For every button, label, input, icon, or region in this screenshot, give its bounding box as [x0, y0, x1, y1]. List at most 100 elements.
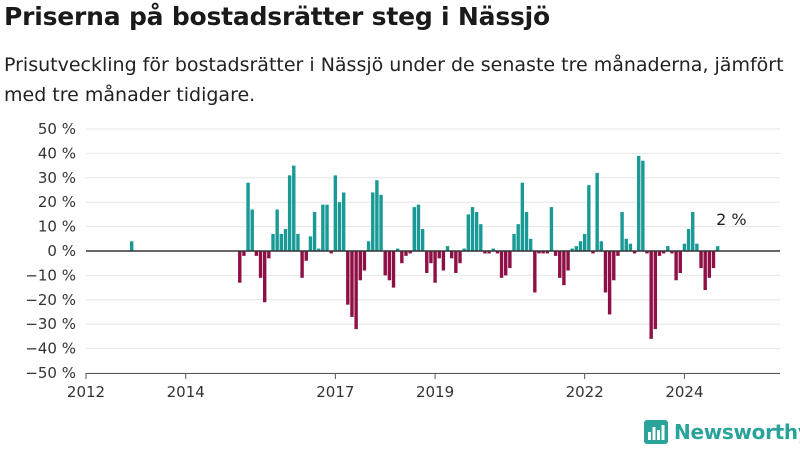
y-tick-label: 30 % — [38, 169, 76, 187]
bar — [582, 233, 587, 251]
bar — [607, 251, 612, 315]
bar — [441, 251, 446, 271]
bar — [520, 182, 525, 251]
bar — [599, 241, 604, 251]
bar — [404, 251, 408, 256]
bar — [591, 251, 595, 254]
bar — [362, 251, 367, 271]
bar — [699, 251, 703, 269]
bar — [682, 243, 687, 251]
bar — [628, 243, 633, 251]
bar — [350, 251, 354, 317]
bar — [333, 175, 338, 251]
bar — [495, 251, 500, 254]
bar — [541, 251, 545, 254]
bar — [645, 251, 649, 254]
bar — [312, 211, 317, 251]
bar — [533, 251, 537, 293]
bar — [254, 251, 259, 256]
bar — [329, 251, 333, 254]
bar — [691, 211, 695, 251]
bar — [420, 229, 425, 251]
bar — [341, 192, 346, 251]
bar — [674, 251, 678, 281]
bar — [578, 241, 583, 251]
tick-labels: 50 % 40 % 30 % 20 % 10 % 0 % −10 % −20 % −30 % −4… — [25, 120, 746, 401]
bar — [516, 224, 520, 251]
bar — [603, 251, 608, 293]
bar — [508, 251, 512, 269]
bar — [275, 209, 279, 251]
bar — [300, 251, 304, 278]
x-tick-label: 2022 — [566, 383, 604, 401]
bar — [354, 251, 358, 330]
bar — [678, 251, 682, 273]
bar — [661, 251, 666, 254]
bar — [512, 233, 516, 251]
bar — [587, 185, 591, 251]
bar — [433, 251, 437, 283]
bar — [528, 238, 533, 251]
bar — [566, 251, 570, 271]
bar — [400, 251, 404, 264]
bar — [246, 182, 250, 251]
bar — [267, 251, 271, 259]
y-tick-label: 10 % — [38, 218, 76, 236]
x-tick-label: 2014 — [167, 383, 205, 401]
chart-subtitle: Prisutveckling för bostadsrätter i Nässj… — [4, 54, 784, 106]
bar — [491, 248, 495, 251]
bar — [271, 233, 275, 251]
bar — [287, 175, 292, 251]
bar — [308, 236, 313, 251]
y-tick-label: −40 % — [25, 340, 76, 358]
bar — [574, 246, 579, 251]
x-tick-label: 2012 — [67, 383, 105, 401]
y-tick-label: −10 % — [25, 266, 76, 284]
bar — [595, 172, 599, 251]
bar — [375, 180, 379, 251]
bar — [670, 251, 674, 254]
bar — [416, 204, 421, 251]
bar — [258, 251, 263, 278]
bar — [545, 251, 549, 254]
bar — [437, 251, 441, 259]
bars — [130, 155, 720, 339]
bar — [130, 241, 134, 251]
bar — [462, 248, 466, 251]
bar — [325, 204, 329, 251]
gridlines — [86, 128, 780, 374]
bar — [695, 243, 699, 251]
bar — [632, 251, 637, 254]
bar — [620, 211, 624, 251]
y-tick-label: −30 % — [25, 315, 76, 333]
bar — [346, 251, 350, 305]
newsworthy-logo[interactable]: Newsworthy — [644, 418, 800, 446]
y-tick-label: 40 % — [38, 144, 76, 162]
bar — [649, 251, 653, 339]
bar — [558, 251, 562, 278]
bar — [499, 251, 504, 278]
axes — [85, 250, 780, 379]
bar — [296, 233, 300, 251]
bar — [358, 251, 362, 281]
bar — [425, 251, 429, 273]
bar — [641, 160, 645, 251]
bar — [470, 207, 475, 251]
bar — [321, 204, 325, 251]
bar — [637, 155, 641, 251]
bar — [549, 207, 554, 251]
bar — [387, 251, 392, 281]
bar — [653, 251, 658, 330]
bar — [657, 251, 662, 256]
bar — [479, 224, 483, 251]
bar — [537, 251, 541, 254]
y-tick-label: 50 % — [38, 120, 76, 138]
bar — [524, 211, 529, 251]
bar — [474, 211, 479, 251]
bar — [262, 251, 267, 303]
bar — [466, 214, 471, 251]
bar — [304, 251, 308, 261]
bar — [450, 251, 454, 259]
bar — [429, 251, 433, 264]
